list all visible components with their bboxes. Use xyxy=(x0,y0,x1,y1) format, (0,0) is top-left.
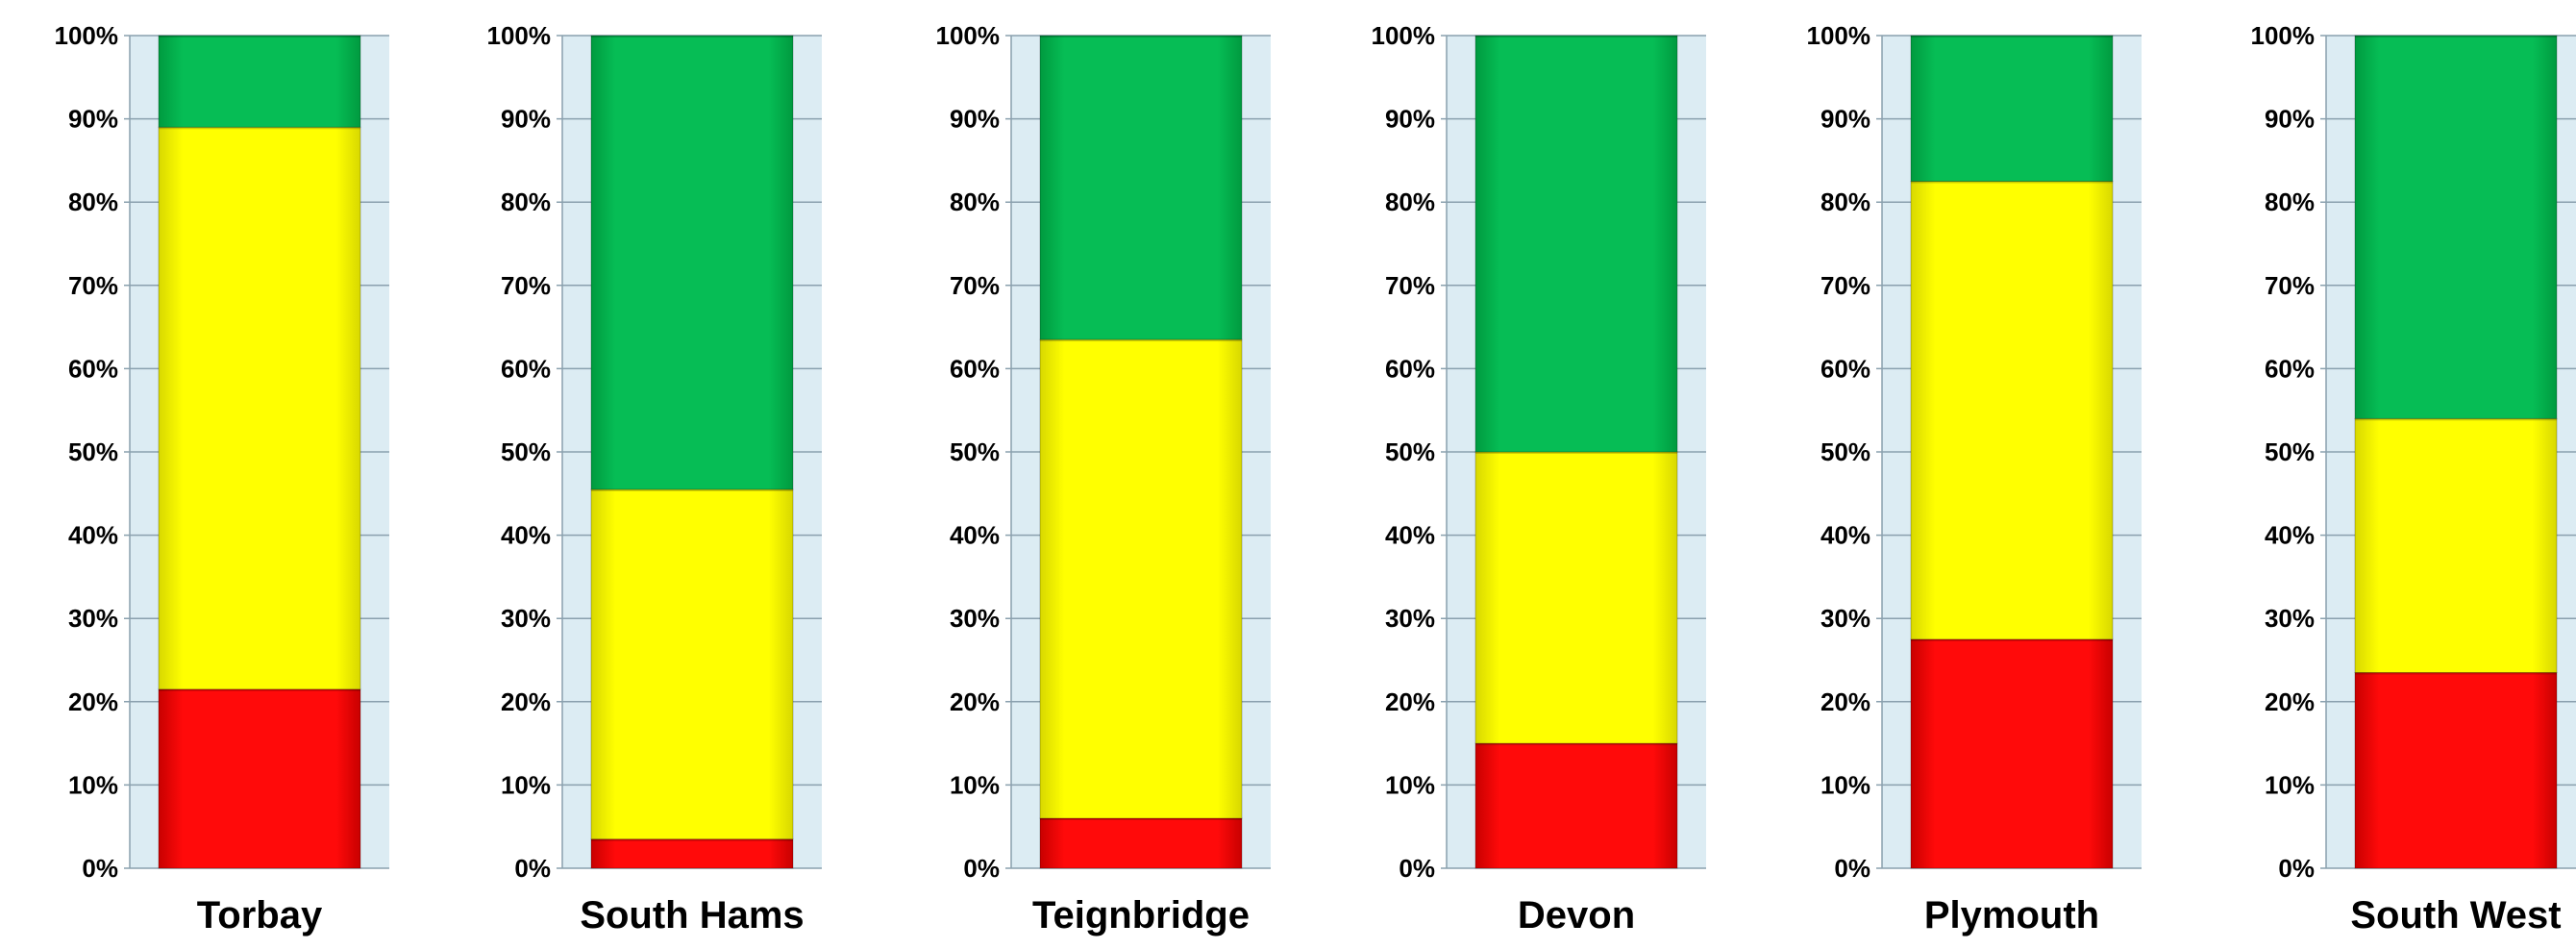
y-tick-label: 80% xyxy=(2265,187,2315,216)
chart-panel-plymouth: 0% 10% 20% 30% 40% 50% 60% 70% 80% 90% 100% Plymout… xyxy=(1807,21,2142,937)
y-tick-label: 40% xyxy=(1385,521,1435,550)
bar-segment-high xyxy=(1474,35,1678,453)
bar-segment-mid xyxy=(1039,338,1243,819)
y-tick-label: 50% xyxy=(950,437,1000,466)
chart-panel-south-west: 0% 10% 20% 30% 40% 50% 60% 70% 80% 90% 100% South W… xyxy=(2251,21,2576,937)
y-tick-label: 60% xyxy=(68,354,118,383)
y-tick-label: 0% xyxy=(82,854,118,883)
y-tick-label: 90% xyxy=(501,105,551,134)
bar-segment-low xyxy=(1910,638,2114,869)
chart-panel-teignbridge: 0% 10% 20% 30% 40% 50% 60% 70% 80% 90% 100% Teignbr… xyxy=(936,21,1271,937)
y-tick-label: 50% xyxy=(501,437,551,466)
y-tick-label: 100% xyxy=(936,21,1001,50)
chart-panel-devon: 0% 10% 20% 30% 40% 50% 60% 70% 80% 90% 100% Devon xyxy=(1372,21,1706,937)
y-tick-label: 100% xyxy=(55,21,119,50)
y-tick-label: 10% xyxy=(2265,770,2315,799)
bar-segment-high xyxy=(590,35,794,490)
y-tick-label: 20% xyxy=(1385,687,1435,716)
y-tick-label: 60% xyxy=(1821,354,1870,383)
y-tick-label: 0% xyxy=(1399,854,1435,883)
y-tick-label: 0% xyxy=(2278,854,2315,883)
bar-segment-mid xyxy=(158,126,361,690)
y-tick-label: 50% xyxy=(68,437,118,466)
bar-segment-low xyxy=(2354,671,2558,869)
x-category-label: Devon xyxy=(1518,894,1635,937)
y-tick-label: 60% xyxy=(501,354,551,383)
y-tick-label: 0% xyxy=(1834,854,1870,883)
y-tick-label: 60% xyxy=(1385,354,1435,383)
y-tick-label: 60% xyxy=(950,354,1000,383)
y-tick-label: 30% xyxy=(68,604,118,633)
y-tick-label: 30% xyxy=(1385,604,1435,633)
y-tick-label: 50% xyxy=(2265,437,2315,466)
y-tick-label: 10% xyxy=(501,770,551,799)
y-tick-label: 40% xyxy=(501,521,551,550)
y-tick-label: 10% xyxy=(68,770,118,799)
bar-segment-low xyxy=(1039,817,1243,869)
y-tick-label: 70% xyxy=(68,271,118,300)
y-tick-label: 30% xyxy=(2265,604,2315,633)
y-tick-label: 50% xyxy=(1385,437,1435,466)
y-tick-label: 90% xyxy=(68,105,118,134)
y-tick-label: 70% xyxy=(501,271,551,300)
y-tick-label: 0% xyxy=(514,854,551,883)
x-category-label: Plymouth xyxy=(1924,894,2099,937)
y-tick-label: 40% xyxy=(68,521,118,550)
y-tick-label: 40% xyxy=(950,521,1000,550)
y-tick-label: 60% xyxy=(2265,354,2315,383)
y-tick-label: 80% xyxy=(950,187,1000,216)
y-tick-label: 20% xyxy=(68,687,118,716)
y-tick-label: 80% xyxy=(68,187,118,216)
x-category-label: South Hams xyxy=(580,894,804,937)
y-tick-label: 20% xyxy=(501,687,551,716)
x-category-label: Torbay xyxy=(197,894,323,937)
y-tick-label: 90% xyxy=(2265,105,2315,134)
bar-segment-mid xyxy=(2354,417,2558,673)
x-category-label: Teignbridge xyxy=(1032,894,1250,937)
y-tick-label: 80% xyxy=(1385,187,1435,216)
y-tick-label: 0% xyxy=(963,854,1000,883)
bar-segment-high xyxy=(1910,35,2114,183)
y-tick-label: 80% xyxy=(1821,187,1870,216)
y-tick-label: 50% xyxy=(1821,437,1870,466)
y-tick-label: 10% xyxy=(1821,770,1870,799)
y-tick-label: 10% xyxy=(1385,770,1435,799)
y-tick-label: 100% xyxy=(1372,21,1436,50)
bar-segment-high xyxy=(158,35,361,128)
y-tick-label: 90% xyxy=(1385,105,1435,134)
x-category-label: South West xyxy=(2350,894,2561,937)
y-tick-label: 10% xyxy=(950,770,1000,799)
y-tick-label: 70% xyxy=(950,271,1000,300)
chart-panel-south-hams: 0% 10% 20% 30% 40% 50% 60% 70% 80% 90% 100% South H… xyxy=(487,21,822,937)
y-tick-label: 30% xyxy=(950,604,1000,633)
bar-segment-low xyxy=(158,688,361,869)
y-tick-label: 70% xyxy=(2265,271,2315,300)
bar-segment-low xyxy=(590,838,794,869)
y-tick-label: 100% xyxy=(2251,21,2316,50)
y-tick-label: 70% xyxy=(1821,271,1870,300)
bar-segment-mid xyxy=(1910,181,2114,640)
y-tick-label: 70% xyxy=(1385,271,1435,300)
y-tick-label: 20% xyxy=(2265,687,2315,716)
y-tick-label: 90% xyxy=(1821,105,1870,134)
y-tick-label: 30% xyxy=(501,604,551,633)
y-tick-label: 40% xyxy=(2265,521,2315,550)
y-tick-label: 30% xyxy=(1821,604,1870,633)
bar-segment-high xyxy=(1039,35,1243,340)
y-tick-label: 20% xyxy=(950,687,1000,716)
bar-segment-low xyxy=(1474,742,1678,869)
y-tick-label: 40% xyxy=(1821,521,1870,550)
y-tick-label: 80% xyxy=(501,187,551,216)
y-tick-label: 90% xyxy=(950,105,1000,134)
bar-segment-high xyxy=(2354,35,2558,419)
y-tick-label: 100% xyxy=(487,21,552,50)
chart-panel-torbay: 0% 10% 20% 30% 40% 50% 60% 70% 80% 90% 100% Torbay xyxy=(55,21,389,937)
y-tick-label: 100% xyxy=(1807,21,1871,50)
y-tick-label: 20% xyxy=(1821,687,1870,716)
bar-segment-mid xyxy=(1474,451,1678,744)
bar-segment-mid xyxy=(590,488,794,840)
